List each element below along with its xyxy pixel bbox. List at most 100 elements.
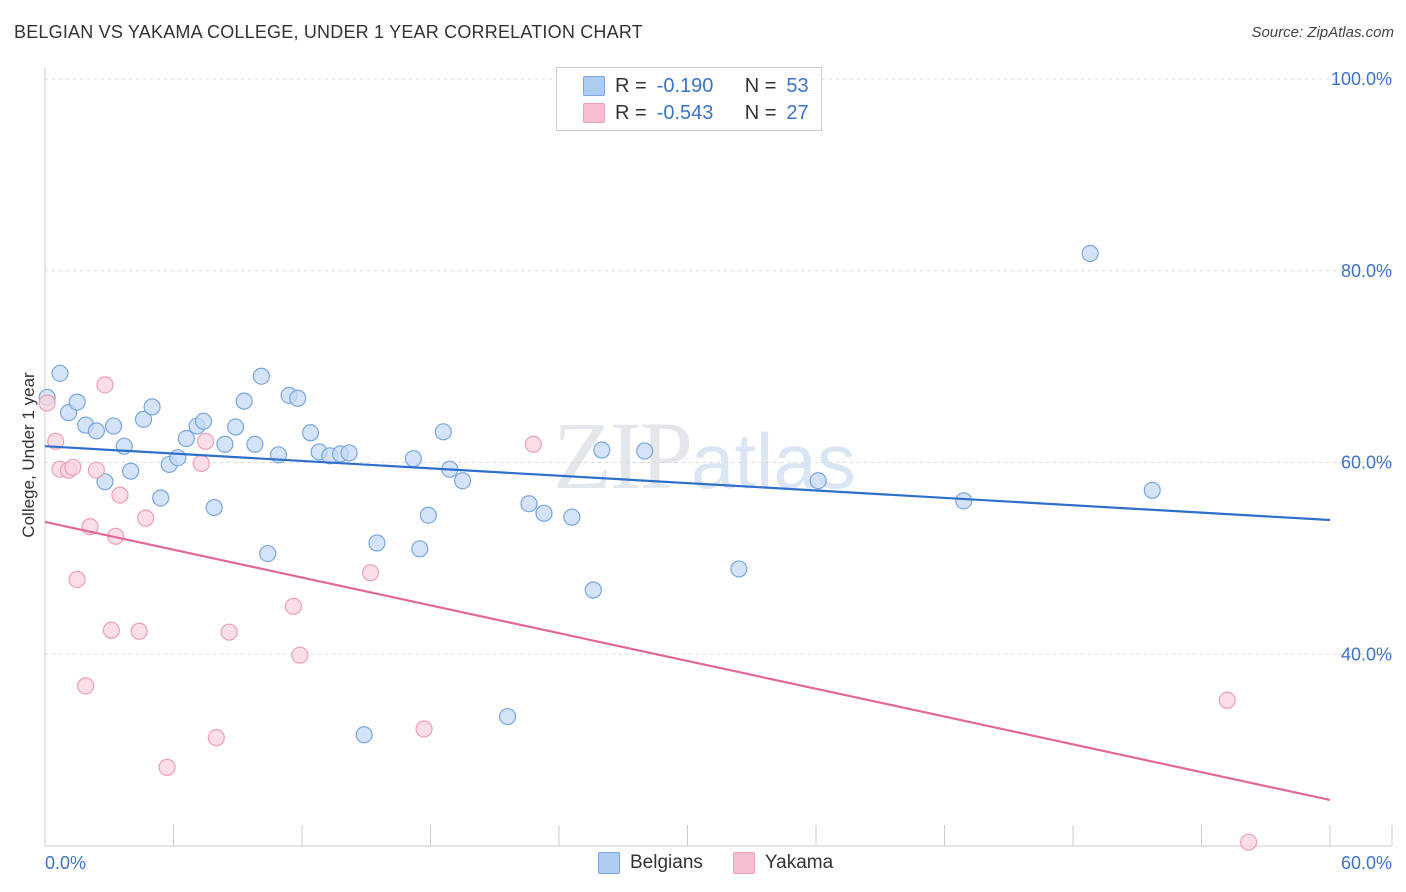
belgians-point [535, 504, 553, 522]
belgians-point [252, 367, 270, 385]
belgians-point [152, 489, 170, 507]
belgians-point [730, 560, 748, 578]
belgians-point [301, 424, 320, 442]
belgians-point [246, 435, 264, 453]
legend-r-label: R = [615, 74, 647, 97]
legend-item-belgians: Belgians [598, 852, 703, 874]
yakama-trend-line [44, 520, 1331, 802]
belgians-point [177, 429, 195, 448]
belgians-point [289, 389, 307, 407]
yakama-point [137, 509, 155, 527]
axis-layer [44, 68, 1393, 847]
x-tick-label: 60.0% [1341, 853, 1392, 873]
yakama-point [47, 432, 65, 451]
belgians-point [235, 392, 253, 410]
yakama-point [87, 461, 106, 479]
yakama-point [291, 646, 309, 664]
correlation-legend: R = -0.190 N = 53 R = -0.543 N = 27 [556, 67, 822, 131]
belgians-point [584, 581, 602, 599]
belgians-point [205, 498, 223, 517]
belgians-point [404, 450, 422, 468]
trend-layer [44, 445, 1331, 802]
source-label: Source: ZipAtlas.com [1251, 24, 1394, 41]
yakama-point [96, 376, 114, 394]
y-tick-label: 80.0% [1341, 261, 1392, 281]
belgians-point [104, 417, 123, 435]
legend-swatch-yakama [583, 103, 605, 123]
belgians-point [454, 472, 472, 490]
legend-r-label: R = [615, 101, 647, 124]
belgians-point [259, 544, 277, 563]
legend-n-label: N = [744, 101, 777, 124]
belgians-point [411, 540, 429, 558]
belgians-point [143, 398, 161, 416]
yakama-point [1240, 833, 1258, 851]
belgians-point [563, 508, 581, 526]
legend-n-label: N = [744, 74, 777, 97]
yakama-point [111, 486, 129, 504]
belgians-point [96, 473, 114, 491]
legend-item-yakama: Yakama [732, 852, 834, 874]
belgians-trend-line [44, 445, 1331, 522]
yakama-point [68, 570, 86, 589]
legend-label-belgians: Belgians [630, 852, 703, 873]
belgians-point [134, 410, 153, 428]
legend-n-value: 53 [786, 74, 809, 97]
yakama-point [192, 454, 210, 473]
yakama-point [220, 623, 238, 641]
yakama-point [524, 435, 542, 453]
legend-r-value: -0.543 [656, 101, 714, 124]
yakama-point [102, 621, 120, 639]
chart-title: BELGIAN VS YAKAMA COLLEGE, UNDER 1 YEAR … [14, 22, 643, 42]
yakama-point [38, 394, 56, 412]
yakama-point [207, 729, 225, 747]
belgians-point [122, 462, 140, 480]
label-layer: 40.0% 60.0% 80.0% 100.0% 0.0% 60.0% [45, 69, 1392, 873]
belgians-point [169, 449, 187, 467]
belgians-point [434, 423, 452, 441]
series-legend: Belgians Yakama [598, 852, 863, 874]
yakama-point [415, 720, 433, 738]
belgians-point [593, 441, 611, 459]
belgians-point [636, 442, 654, 460]
belgians-point [227, 418, 245, 436]
belgians-point [419, 506, 437, 524]
belgians-point [368, 534, 386, 552]
belgians-point [51, 364, 69, 382]
legend-swatch-belgians [598, 852, 620, 874]
watermark: ZIPatlas [553, 400, 856, 511]
belgians-point [1143, 481, 1161, 499]
legend-swatch-belgians [583, 76, 605, 96]
yakama-point [197, 432, 215, 451]
belgians-point [499, 707, 517, 726]
belgians-point [355, 726, 373, 744]
belgians-point [809, 472, 827, 490]
legend-n-value: 27 [786, 101, 809, 124]
yakama-point [77, 677, 95, 695]
belgians-point [194, 412, 213, 430]
belgians-point [68, 393, 86, 411]
belgians-point [1081, 244, 1099, 263]
legend-swatch-yakama [732, 852, 755, 874]
y-tick-label: 60.0% [1341, 453, 1392, 473]
yakama-point [158, 758, 176, 776]
points-layer [38, 244, 1258, 851]
yakama-point [130, 622, 148, 640]
legend-row-yakama: R = -0.543 N = 27 [583, 100, 809, 126]
watermark-zip: ZIP [553, 402, 693, 509]
belgians-point [216, 435, 234, 453]
belgians-point [87, 422, 106, 440]
y-tick-label: 100.0% [1331, 69, 1392, 89]
y-tick-label: 40.0% [1341, 644, 1392, 664]
belgians-point [955, 492, 973, 510]
yakama-point [1218, 691, 1236, 709]
legend-row-belgians: R = -0.190 N = 53 [583, 73, 809, 99]
y-axis-label: College, Under 1 year [19, 372, 38, 538]
legend-label-yakama: Yakama [764, 852, 834, 873]
yakama-point [361, 564, 380, 582]
grid-layer [45, 78, 1392, 655]
yakama-point [284, 597, 303, 615]
legend-r-value: -0.190 [656, 74, 714, 97]
belgians-point [520, 495, 538, 513]
